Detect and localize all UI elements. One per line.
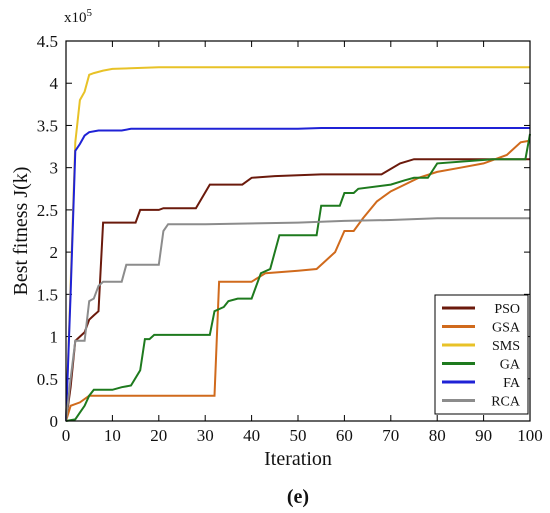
y-tick-label: 2.5: [37, 201, 58, 220]
x-tick-label: 40: [243, 426, 260, 445]
series-line-gsa: [65, 139, 531, 422]
x-axis-ticks: 0 10 20 30 40 50 60 70 80 90 100: [62, 41, 543, 445]
y-tick-label: 0.5: [37, 370, 58, 389]
y-tick-label: 2: [50, 243, 59, 262]
legend-label-sms: SMS: [492, 339, 520, 354]
y-tick-label: 4: [50, 74, 59, 93]
y-multiplier-label: x105: [64, 7, 93, 26]
y-axis-ticks: 0 0.5 1 1.5 2 2.5 3 3.5 4 4.5: [37, 32, 530, 431]
x-tick-label: 90: [475, 426, 492, 445]
x-tick-label: 10: [104, 426, 121, 445]
legend: PSO GSA SMS GA FA RCA: [434, 294, 529, 415]
x-tick-label: 80: [429, 426, 446, 445]
x-tick-label: 30: [197, 426, 214, 445]
series-line-rca: [65, 217, 530, 422]
x-axis-label: Iteration: [264, 448, 332, 470]
series-line-fa: [65, 127, 530, 422]
series-line-ga: [65, 133, 531, 422]
legend-label-gsa: GSA: [492, 321, 521, 336]
y-multiplier-exp: 5: [87, 7, 93, 19]
y-tick-label: 3: [50, 159, 59, 178]
x-tick-label: 0: [62, 426, 71, 445]
legend-label-pso: PSO: [494, 302, 520, 317]
plot-frame: [65, 40, 531, 422]
x-tick-label: 50: [290, 426, 307, 445]
x-tick-label: 60: [336, 426, 353, 445]
x-tick-label: 20: [150, 426, 167, 445]
x-tick-label: 100: [517, 426, 543, 445]
legend-label-fa: FA: [503, 376, 521, 391]
panel-label: (e): [287, 486, 309, 508]
legend-label-rca: RCA: [491, 395, 521, 410]
legend-box: [434, 294, 529, 415]
series-lines: [65, 66, 531, 422]
y-tick-label: 1.5: [37, 285, 58, 304]
legend-label-ga: GA: [500, 358, 521, 373]
y-multiplier-base: x10: [64, 10, 87, 26]
y-tick-label: 3.5: [37, 116, 58, 135]
y-axis-label: Best fitness J(k): [10, 167, 32, 296]
y-tick-label: 4.5: [37, 32, 58, 51]
y-tick-label: 1: [50, 328, 59, 347]
y-tick-label: 0: [50, 412, 59, 431]
x-tick-label: 70: [382, 426, 399, 445]
